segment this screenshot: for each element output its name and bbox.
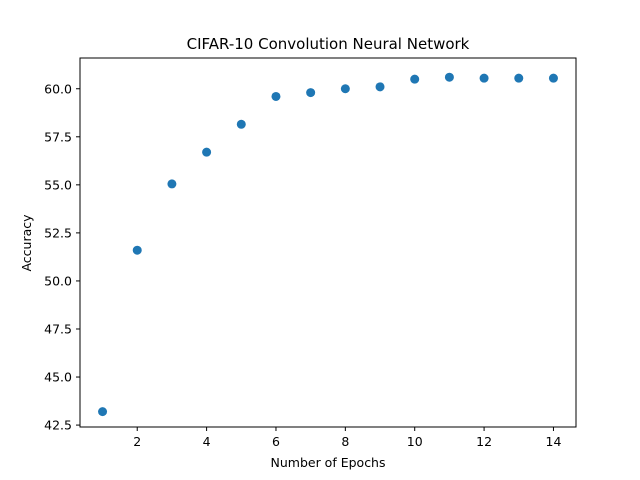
x-tick-label: 14 [546, 434, 562, 449]
data-point [375, 82, 385, 92]
axis-ticks: 2 4 6 8 10 12 14 42.5 45.0 47.5 50.0 52.5 55.0 57.5 60… [44, 81, 561, 449]
y-tick-label: 42.5 [44, 418, 72, 433]
x-tick-label: 4 [203, 434, 211, 449]
data-point [236, 119, 246, 129]
y-tick-label: 45.0 [44, 370, 72, 385]
plot-frame [79, 57, 577, 428]
x-tick-label: 12 [476, 434, 492, 449]
data-point [167, 179, 177, 189]
y-tick-label: 55.0 [44, 177, 72, 192]
data-point [548, 73, 558, 83]
chart-title: CIFAR-10 Convolution Neural Network [187, 35, 470, 53]
data-point [271, 91, 281, 101]
data-point [410, 74, 420, 84]
data-point [479, 73, 489, 83]
x-tick-label: 2 [133, 434, 141, 449]
x-tick-label: 8 [341, 434, 349, 449]
data-point [306, 88, 316, 98]
x-tick-label: 6 [272, 434, 280, 449]
data-point [202, 147, 212, 157]
y-tick-label: 52.5 [44, 225, 72, 240]
x-axis-label: Number of Epochs [271, 455, 386, 470]
y-tick-label: 50.0 [44, 273, 72, 288]
x-tick-label: 10 [407, 434, 423, 449]
y-axis-label: Accuracy [19, 214, 34, 272]
y-tick-label: 47.5 [44, 321, 72, 336]
data-point [444, 72, 454, 82]
data-point [132, 245, 142, 255]
data-point [98, 407, 108, 417]
data-point [514, 73, 524, 83]
data-points [98, 72, 558, 417]
data-point [340, 84, 350, 94]
y-tick-label: 60.0 [44, 81, 72, 96]
y-tick-label: 57.5 [44, 129, 72, 144]
